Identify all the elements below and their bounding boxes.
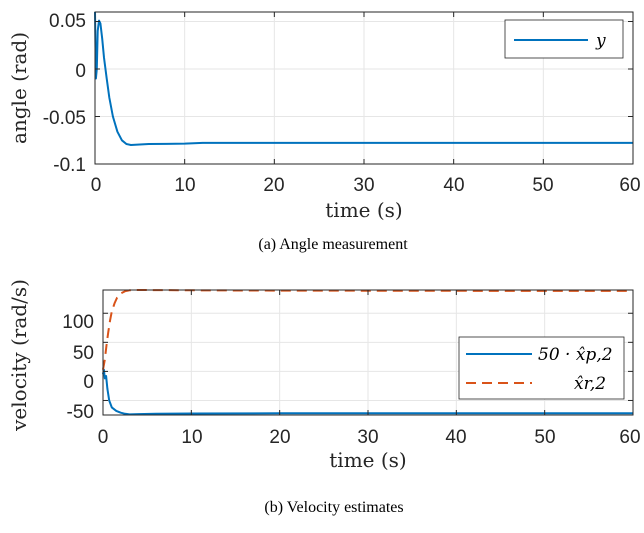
- ytick-label: 0: [83, 372, 94, 393]
- ytick-label: -0.1: [53, 155, 86, 176]
- xtick-label: 0: [91, 175, 102, 196]
- xtick-label: 50: [534, 427, 555, 448]
- legend-a: y: [504, 19, 624, 59]
- ticks-b: [102, 290, 634, 415]
- ytick-label: -50: [67, 402, 94, 423]
- xtick-label: 60: [619, 427, 640, 448]
- xtick-label: 30: [353, 175, 374, 196]
- ytick-label: 50: [73, 343, 94, 364]
- ticks-a: [94, 12, 634, 165]
- legend-b: 50 · x̂p,2 x̂r,2: [458, 336, 625, 400]
- xtick-label: 10: [181, 427, 202, 448]
- velocity-chart: 100 50 0 -50 0 10 20 30 40 50 60 time (s…: [7, 279, 641, 516]
- legend-box: [458, 336, 625, 400]
- y-axis-label: velocity (rad/s): [7, 279, 31, 432]
- y-axis-label: angle (rad): [7, 32, 31, 144]
- legend-entry: x̂r,2: [574, 374, 606, 394]
- xtick-label: 0: [98, 427, 109, 448]
- series-group-a: [94, 11, 633, 146]
- xtick-label: 20: [269, 427, 290, 448]
- caption-b: (b) Velocity estimates: [264, 499, 403, 516]
- xtick-label: 30: [357, 427, 378, 448]
- series-line-2: [102, 289, 633, 370]
- series-line-1: [94, 11, 633, 146]
- legend-entry: y: [595, 31, 606, 51]
- xtick-label: 40: [445, 427, 466, 448]
- angle-chart: 0.05 0 -0.05 -0.1 0 10 20 30 40 50 60 ti…: [7, 11, 641, 253]
- ytick-label: 100: [62, 312, 94, 333]
- xtick-label: 60: [619, 175, 640, 196]
- x-axis-label: time (s): [325, 198, 402, 222]
- x-axis-label: time (s): [329, 448, 406, 472]
- ytick-label: 0.05: [49, 11, 86, 32]
- xtick-label: 50: [532, 175, 553, 196]
- caption-a: (a) Angle measurement: [258, 236, 408, 253]
- xtick-label: 20: [263, 175, 284, 196]
- ytick-label: 0: [75, 61, 86, 82]
- xtick-label: 40: [443, 175, 464, 196]
- ytick-label: -0.05: [43, 108, 86, 129]
- xtick-label: 10: [174, 175, 195, 196]
- legend-entry: 50 · x̂p,2: [538, 345, 613, 365]
